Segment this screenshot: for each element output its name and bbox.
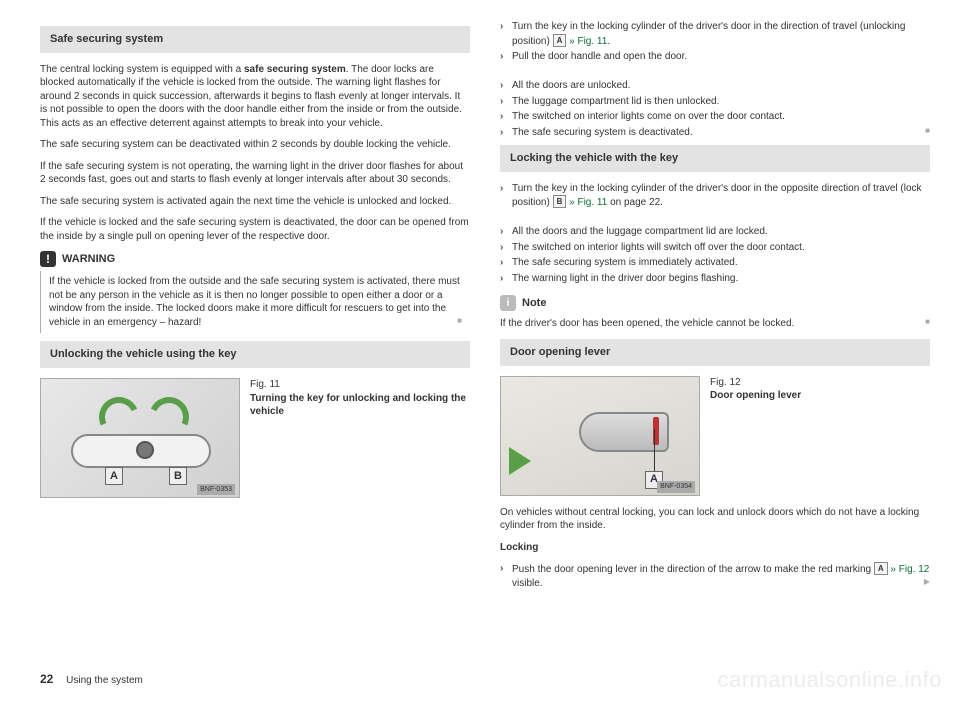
unlock-steps: Turn the key in the locking cylinder of … (500, 20, 930, 64)
step-1: Turn the key in the locking cylinder of … (500, 20, 930, 48)
para-4: The safe securing system is activated ag… (40, 195, 470, 209)
end-mark-icon: ■ (925, 126, 930, 137)
para-1a: The central locking system is equipped w… (40, 64, 244, 75)
fig-link-1: » Fig. 11 (566, 36, 607, 47)
heading-unlocking: Unlocking the vehicle using the key (40, 341, 470, 368)
warning-title: WARNING (62, 252, 115, 267)
note-text: If the driver's door has been opened, th… (500, 318, 794, 329)
page-footer: 22 Using the system (40, 671, 143, 688)
figure-11-code: BNF-0353 (197, 484, 235, 495)
lres-2: The switched on interior lights will swi… (500, 241, 930, 255)
ref-box-a: A (553, 34, 567, 47)
figure-12-code: BNF-0354 (657, 481, 695, 492)
label-b: B (169, 467, 187, 485)
lock-results: All the doors and the luggage compartmen… (500, 225, 930, 285)
res-4: The safe securing system is deactivated.… (500, 126, 930, 140)
para-5: If the vehicle is locked and the safe se… (40, 216, 470, 243)
left-column: Safe securing system The central locking… (40, 20, 470, 592)
continue-icon: ▶ (924, 577, 930, 588)
ref-box-b: B (553, 195, 567, 208)
heading-door-lever: Door opening lever (500, 339, 930, 366)
right-column: Turn the key in the locking cylinder of … (500, 20, 930, 592)
fig11-cap: Turning the key for unlocking and lockin… (250, 393, 466, 418)
figure-12-caption: Fig. 12 Door opening lever (710, 376, 930, 496)
warning-body: If the vehicle is locked from the outsid… (49, 276, 460, 328)
lres-1: All the doors and the luggage compartmen… (500, 225, 930, 239)
footer-section: Using the system (66, 675, 143, 686)
para-1b: safe securing system (244, 64, 346, 75)
step-1-end: . (607, 36, 610, 47)
lres-3: The safe securing system is immediately … (500, 256, 930, 270)
locking-subhead: Locking (500, 541, 930, 555)
res-2: The luggage compartment lid is then unlo… (500, 95, 930, 109)
d1-end: visible. (512, 578, 543, 589)
page-number: 22 (40, 672, 53, 686)
step-2: Pull the door handle and open the door. (500, 50, 930, 64)
res-3: The switched on interior lights come on … (500, 110, 930, 124)
lock-steps: Turn the key in the locking cylinder of … (500, 182, 930, 210)
locking-item: Push the door opening lever in the direc… (500, 562, 930, 590)
para-1: The central locking system is equipped w… (40, 63, 470, 131)
info-icon: i (500, 295, 516, 311)
note-body: If the driver's door has been opened, th… (500, 317, 930, 331)
lres-4: The warning light in the driver door beg… (500, 272, 930, 286)
note-title: Note (522, 296, 546, 311)
fig11-num: Fig. 11 (250, 379, 280, 390)
unlock-results: All the doors are unlocked. The luggage … (500, 79, 930, 139)
figure-12-row: A BNF-0354 Fig. 12 Door opening lever (500, 376, 930, 496)
fig12-cap: Door opening lever (710, 390, 801, 401)
d1-text: Push the door opening lever in the direc… (512, 564, 874, 575)
fig-link-2: » Fig. 11 (566, 197, 607, 208)
warning-icon: ! (40, 251, 56, 267)
figure-11-image: A B BNF-0353 (40, 378, 240, 498)
lock-1-end: on page 22. (607, 197, 663, 208)
res-4-text: The safe securing system is deactivated. (512, 127, 693, 138)
warning-header: ! WARNING (40, 251, 470, 267)
lock-step-1: Turn the key in the locking cylinder of … (500, 182, 930, 210)
end-mark-icon: ■ (925, 317, 930, 328)
watermark: carmanualsonline.info (717, 665, 942, 695)
ref-box-a2: A (874, 562, 888, 575)
locking-list: Push the door opening lever in the direc… (500, 562, 930, 590)
para-after-fig12: On vehicles without central locking, you… (500, 506, 930, 533)
green-arrow-icon (509, 447, 531, 475)
figure-11-row: A B BNF-0353 Fig. 11 Turning the key for… (40, 378, 470, 498)
page: Safe securing system The central locking… (0, 0, 960, 602)
heading-locking: Locking the vehicle with the key (500, 145, 930, 172)
note-header: i Note (500, 295, 930, 311)
warning-content: If the vehicle is locked from the outsid… (40, 271, 470, 333)
figure-11-caption: Fig. 11 Turning the key for unlocking an… (250, 378, 470, 498)
res-1: All the doors are unlocked. (500, 79, 930, 93)
end-mark-icon: ■ (457, 316, 462, 327)
figure-12-image: A BNF-0354 (500, 376, 700, 496)
fig12-num: Fig. 12 (710, 377, 741, 388)
warning-box: ! WARNING If the vehicle is locked from … (40, 251, 470, 333)
para-2: The safe securing system can be deactiva… (40, 138, 470, 152)
heading-safe-securing: Safe securing system (40, 26, 470, 53)
label-a: A (105, 467, 123, 485)
para-3: If the safe securing system is not opera… (40, 160, 470, 187)
fig-link-3: » Fig. 12 (888, 564, 930, 575)
